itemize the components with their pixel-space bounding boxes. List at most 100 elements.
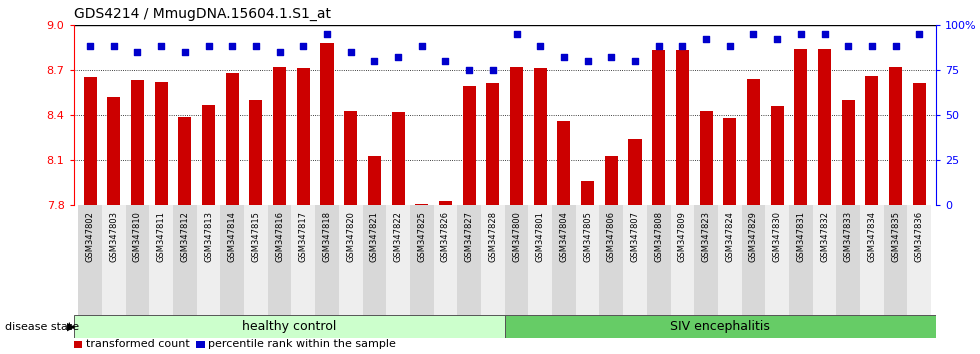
Text: GDS4214 / MmugDNA.15604.1.S1_at: GDS4214 / MmugDNA.15604.1.S1_at — [74, 7, 330, 21]
Text: GSM347828: GSM347828 — [488, 211, 498, 262]
Point — [129, 49, 145, 55]
Bar — [770, 106, 784, 205]
Bar — [386, 205, 410, 326]
Bar — [74, 315, 505, 338]
Point — [296, 44, 312, 49]
Bar — [244, 205, 268, 326]
Text: GSM347831: GSM347831 — [797, 211, 806, 262]
Point — [509, 31, 524, 37]
Text: GSM347834: GSM347834 — [867, 211, 876, 262]
Bar — [647, 205, 670, 326]
Bar — [363, 205, 386, 326]
Text: disease state: disease state — [5, 321, 79, 332]
Bar — [907, 205, 931, 326]
Bar — [107, 97, 121, 205]
Bar — [765, 205, 789, 326]
Bar — [534, 68, 547, 205]
Text: transformed count: transformed count — [86, 339, 189, 349]
Bar — [250, 100, 263, 205]
Point — [532, 44, 548, 49]
Bar — [623, 205, 647, 326]
Text: GSM347805: GSM347805 — [583, 211, 592, 262]
Text: GSM347813: GSM347813 — [204, 211, 213, 262]
Bar — [795, 49, 808, 205]
Bar — [652, 50, 665, 205]
Bar — [676, 50, 689, 205]
Bar — [860, 205, 884, 326]
Bar — [125, 205, 149, 326]
Point — [343, 49, 359, 55]
Bar — [723, 118, 736, 205]
Point — [627, 58, 643, 64]
Point — [888, 44, 904, 49]
Point — [911, 31, 927, 37]
Text: GSM347833: GSM347833 — [844, 211, 853, 262]
Text: SIV encephalitis: SIV encephalitis — [670, 320, 770, 333]
Bar — [581, 181, 594, 205]
Point — [674, 44, 690, 49]
Bar — [225, 73, 239, 205]
Point — [177, 49, 193, 55]
Point — [651, 44, 666, 49]
Point — [604, 55, 619, 60]
Point — [580, 58, 596, 64]
Text: GSM347835: GSM347835 — [891, 211, 900, 262]
Text: percentile rank within the sample: percentile rank within the sample — [208, 339, 396, 349]
Bar — [818, 49, 831, 205]
Point — [248, 44, 264, 49]
Bar — [747, 79, 760, 205]
Bar — [670, 205, 694, 326]
Text: GSM347836: GSM347836 — [914, 211, 924, 262]
Point — [864, 44, 880, 49]
Bar — [505, 205, 528, 326]
Bar — [196, 341, 205, 348]
Text: GSM347809: GSM347809 — [678, 211, 687, 262]
Bar — [273, 67, 286, 205]
Bar — [410, 205, 433, 326]
Text: GSM347808: GSM347808 — [655, 211, 663, 262]
Text: GSM347812: GSM347812 — [180, 211, 189, 262]
Bar — [486, 84, 500, 205]
Bar — [789, 205, 812, 326]
Text: GSM347827: GSM347827 — [465, 211, 473, 262]
Text: GSM347802: GSM347802 — [85, 211, 95, 262]
Text: GSM347806: GSM347806 — [607, 211, 615, 262]
Bar — [173, 205, 197, 326]
Point — [485, 67, 501, 73]
Bar — [694, 205, 718, 326]
Point — [224, 44, 240, 49]
Point — [769, 36, 785, 42]
Bar — [836, 205, 860, 326]
Bar — [74, 341, 82, 348]
Point — [414, 44, 429, 49]
Bar — [83, 78, 97, 205]
Bar — [510, 67, 523, 205]
Bar — [912, 84, 926, 205]
Point — [793, 31, 808, 37]
Point — [201, 44, 217, 49]
Text: GSM347818: GSM347818 — [322, 211, 331, 262]
Bar — [505, 315, 936, 338]
Text: GSM347822: GSM347822 — [394, 211, 403, 262]
Text: GSM347803: GSM347803 — [110, 211, 119, 262]
Point — [841, 44, 857, 49]
Text: GSM347821: GSM347821 — [369, 211, 379, 262]
Bar — [628, 139, 642, 205]
Bar — [220, 205, 244, 326]
Bar — [576, 205, 600, 326]
Point — [746, 31, 761, 37]
Text: GSM347825: GSM347825 — [417, 211, 426, 262]
Point — [271, 49, 287, 55]
Bar — [865, 76, 878, 205]
Bar — [316, 205, 339, 326]
Text: GSM347807: GSM347807 — [630, 211, 640, 262]
Bar — [102, 205, 125, 326]
Bar — [884, 205, 907, 326]
Point — [82, 44, 98, 49]
Bar — [433, 205, 458, 326]
Text: GSM347823: GSM347823 — [702, 211, 710, 262]
Point — [367, 58, 382, 64]
Text: GSM347804: GSM347804 — [560, 211, 568, 262]
Text: GSM347816: GSM347816 — [275, 211, 284, 262]
Bar — [178, 116, 191, 205]
